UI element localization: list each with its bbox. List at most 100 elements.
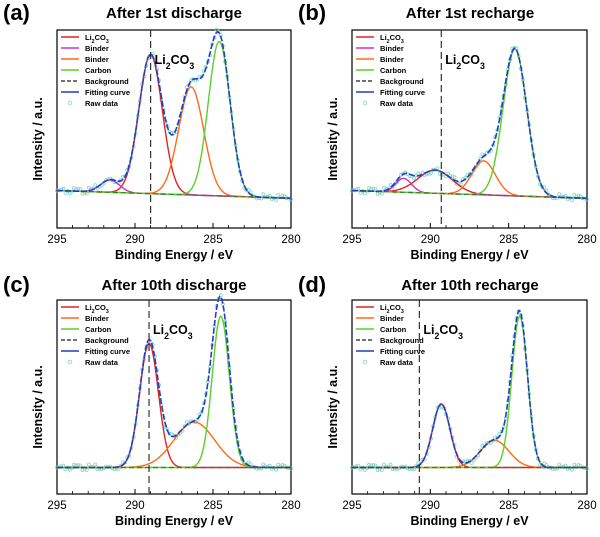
x-axis-label: Binding Energy / eV xyxy=(410,248,529,262)
raw-data-point xyxy=(78,187,83,192)
raw-data-point xyxy=(388,182,393,187)
li2co3-annotation: Li2CO3 xyxy=(153,323,193,341)
x-tick-label: 285 xyxy=(499,234,518,246)
legend-label: Li2CO3 xyxy=(85,33,109,45)
peak-curve-binder xyxy=(57,421,291,469)
panel-label: (c) xyxy=(3,272,30,297)
raw-data-point xyxy=(482,153,487,158)
raw-data-point xyxy=(84,468,89,472)
raw-data-point xyxy=(362,191,367,196)
raw-data-point xyxy=(426,171,431,176)
x-axis-label: Binding Energy / eV xyxy=(410,514,529,528)
legend-label: Carbon xyxy=(85,325,112,334)
x-tick-label: 290 xyxy=(125,500,144,512)
li2co3-annotation: Li2CO3 xyxy=(155,53,195,71)
legend-label: Fitting curve xyxy=(380,347,425,356)
panel-title: After 10th recharge xyxy=(401,277,539,294)
chart-panel-3: (c) After 10th discharge 295 290 285 280 Bindi… xyxy=(3,272,301,528)
peak-curve-binder xyxy=(352,160,588,199)
legend-label: Binder xyxy=(380,44,404,53)
x-tick-label: 295 xyxy=(342,500,361,512)
raw-data-point xyxy=(416,461,421,466)
x-tick-label: 285 xyxy=(499,500,518,512)
y-axis-label: Intensity / a.u. xyxy=(326,365,340,448)
legend-label: Fitting curve xyxy=(380,88,425,97)
panel-label: (d) xyxy=(298,272,326,297)
legend-label: Binder xyxy=(85,55,109,64)
fitting-curve xyxy=(57,30,292,200)
x-tick-label: 280 xyxy=(281,500,300,512)
raw-data-point xyxy=(261,462,266,467)
legend-label: Binder xyxy=(380,55,404,64)
plot-frame xyxy=(56,29,292,229)
raw-data-point xyxy=(78,463,83,468)
raw-data-point xyxy=(572,462,577,467)
x-tick-label: 285 xyxy=(203,234,222,246)
x-tick-label: 290 xyxy=(125,234,144,246)
x-tick-label: 290 xyxy=(421,234,440,246)
raw-data-point xyxy=(459,182,463,187)
raw-data-point xyxy=(362,467,367,472)
panel-label: (b) xyxy=(298,0,326,25)
panel-title: After 1st discharge xyxy=(106,5,242,22)
raw-data-point xyxy=(172,130,176,135)
plot-frame xyxy=(351,299,588,495)
raw-data-point xyxy=(123,460,127,465)
raw-data-point xyxy=(557,462,562,467)
fitting-curve xyxy=(57,295,291,469)
x-tick-label: 290 xyxy=(421,500,440,512)
raw-data-point xyxy=(67,467,72,472)
raw-data-point xyxy=(93,183,98,188)
raw-data-point xyxy=(452,175,457,180)
x-axis-label: Binding Energy / eV xyxy=(115,248,234,262)
legend-marker xyxy=(362,100,368,106)
legend-label: Background xyxy=(85,77,129,86)
raw-data-point xyxy=(280,193,285,198)
x-tick-label: 295 xyxy=(47,234,66,246)
fitting-curve xyxy=(352,47,588,200)
peak-curve-binder xyxy=(352,439,587,469)
legend-label: Raw data xyxy=(380,358,414,367)
peak-curve-li-co- xyxy=(352,403,587,469)
raw-data-point xyxy=(570,467,574,472)
raw-data-point xyxy=(214,27,219,32)
raw-data-point xyxy=(67,191,72,196)
background-curve xyxy=(352,190,588,199)
legend-marker xyxy=(362,359,368,365)
raw-data-point xyxy=(446,171,451,176)
raw-data-point xyxy=(576,463,581,467)
raw-data-point xyxy=(429,171,433,176)
raw-data-point xyxy=(450,174,455,179)
raw-data-point xyxy=(276,462,281,467)
x-tick-label: 280 xyxy=(577,500,596,512)
legend-label: Fitting curve xyxy=(85,88,130,97)
raw-data-point xyxy=(274,467,279,472)
raw-data-point xyxy=(87,462,91,467)
legend-label: Carbon xyxy=(380,325,407,334)
legend: Li2CO3BinderBinderCarbonBackgroundFittin… xyxy=(356,33,425,108)
legend-marker xyxy=(67,100,73,106)
raw-data-point xyxy=(72,462,76,467)
background-curve xyxy=(57,190,292,199)
raw-data-point xyxy=(570,198,574,202)
raw-data-point xyxy=(388,462,393,467)
raw-data-series xyxy=(55,27,293,202)
panel-label: (a) xyxy=(3,0,30,25)
raw-data-point xyxy=(218,293,223,298)
raw-data-point xyxy=(93,462,98,467)
li2co3-annotation: Li2CO3 xyxy=(423,323,463,341)
legend-label: Li2CO3 xyxy=(380,303,404,315)
x-tick-label: 280 xyxy=(577,234,596,246)
legend-marker xyxy=(67,359,73,365)
raw-data-point xyxy=(373,187,378,192)
x-tick-label: 295 xyxy=(342,234,361,246)
raw-data-point xyxy=(480,443,485,448)
legend-label: Background xyxy=(85,336,129,345)
raw-data-point xyxy=(280,463,285,467)
legend-label: Background xyxy=(380,77,424,86)
raw-data-point xyxy=(373,463,378,468)
chart-panel-4: (d) After 10th recharge 295 290 285 280 Bindin… xyxy=(298,272,597,528)
legend-label: Raw data xyxy=(85,358,119,367)
